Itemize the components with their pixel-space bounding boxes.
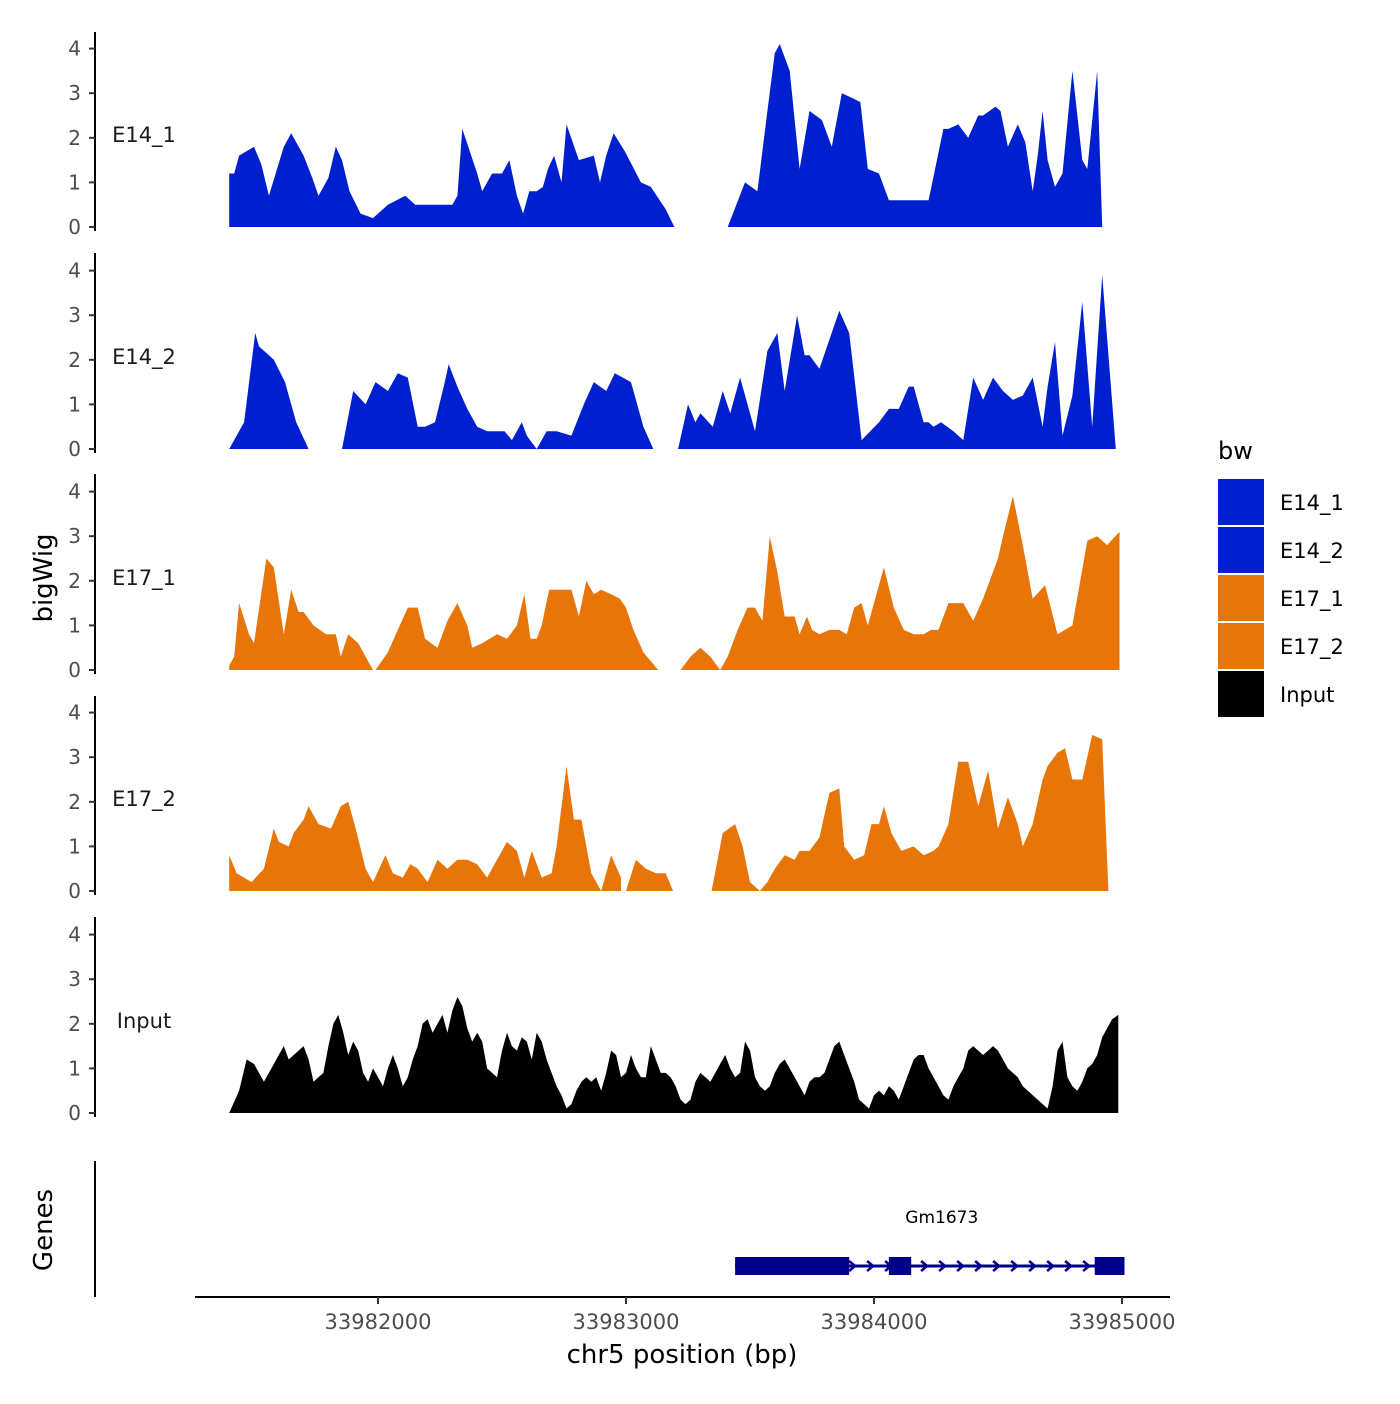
y-tick-label: 3: [68, 303, 81, 327]
y-tick-label: 2: [68, 126, 81, 150]
legend-label: Input: [1280, 683, 1334, 707]
legend-title: bw: [1218, 437, 1253, 465]
x-tick-label: 33983000: [573, 1310, 680, 1334]
y-tick-label: 2: [68, 790, 81, 814]
strand-arrow: [920, 1260, 930, 1272]
x-tick-label: 33984000: [821, 1310, 928, 1334]
strand-arrow: [866, 1260, 876, 1272]
track-label: E17_1: [112, 566, 176, 591]
y-tick-label: 4: [68, 701, 81, 725]
track-input: 0 1 2 3 4 Input: [68, 917, 1119, 1125]
y-tick-label: 2: [68, 1012, 81, 1036]
y-tick-label: 2: [68, 348, 81, 372]
coverage-area-e14-1: [727, 44, 1120, 227]
legend-swatch: [1218, 527, 1264, 573]
y-tick-label: 4: [68, 480, 81, 504]
strand-arrow: [848, 1260, 858, 1272]
coverage-area-e17-2: [229, 766, 621, 891]
legend-label: E17_2: [1280, 635, 1344, 660]
x-axis-label: chr5 position (bp): [567, 1340, 798, 1370]
y-tick-label: 1: [68, 1056, 81, 1080]
legend-swatch: [1218, 479, 1264, 525]
gene-exon: [888, 1257, 912, 1275]
coverage-area-e14-2: [678, 275, 1119, 449]
legend-swatch: [1218, 623, 1264, 669]
track-e14-2: 0 1 2 3 4 E14_2: [68, 253, 1119, 461]
coverage-area-input: [229, 997, 1119, 1113]
y-tick-label: 3: [68, 745, 81, 769]
y-tick-label: 0: [68, 879, 81, 903]
coverage-area-e14-1: [229, 124, 675, 227]
track-e17-1: 0 1 2 3 4 E17_1: [68, 474, 1120, 682]
gene-exon: [735, 1257, 850, 1275]
y-tick-label: 0: [68, 658, 81, 682]
coverage-tracks: 0 1 2 3 4 E14_1 0 1 2 3 4 E14_2 0 1 2 3 4 E17_1 0 1 2 3 4 E17_2…: [68, 32, 1127, 1125]
y-tick-label: 3: [68, 81, 81, 105]
legend-label: E14_1: [1280, 491, 1344, 516]
y-tick-label: 3: [68, 524, 81, 548]
y-tick-label: 3: [68, 967, 81, 991]
y-axis-label: bigWig: [29, 533, 59, 622]
track-label: Input: [117, 1009, 171, 1033]
legend-swatch: [1218, 671, 1264, 717]
strand-arrow: [938, 1260, 948, 1272]
genes-axis-label: Genes: [29, 1189, 59, 1271]
coverage-area-e17-1: [680, 496, 1120, 670]
coverage-area-e14-2: [229, 333, 309, 449]
y-tick-label: 4: [68, 923, 81, 947]
track-label: E17_2: [112, 787, 176, 812]
strand-arrow: [1082, 1260, 1092, 1272]
y-tick-label: 4: [68, 259, 81, 283]
x-tick-label: 33985000: [1069, 1310, 1176, 1334]
x-axis: 33982000 33983000 33984000 33985000: [195, 1296, 1176, 1334]
y-tick-label: 0: [68, 437, 81, 461]
y-tick-label: 4: [68, 37, 81, 61]
gene-label: Gm1673: [905, 1208, 978, 1228]
legend-label: E17_1: [1280, 587, 1344, 612]
strand-arrow: [1064, 1260, 1074, 1272]
legend-swatch: [1218, 575, 1264, 621]
strand-arrow: [1046, 1260, 1056, 1272]
strand-arrow: [992, 1260, 1002, 1272]
track-label: E14_2: [112, 345, 176, 370]
y-tick-label: 0: [68, 1101, 81, 1125]
y-tick-label: 0: [68, 215, 81, 239]
y-tick-label: 1: [68, 613, 81, 637]
gene-track: Gm1673: [94, 1161, 1125, 1297]
legend-label: E14_2: [1280, 539, 1344, 564]
legend: bw E14_1 E14_2 E17_1 E17_2 Input: [1218, 437, 1344, 717]
y-tick-label: 1: [68, 170, 81, 194]
track-e14-1: 0 1 2 3 4 E14_1: [68, 32, 1120, 239]
y-tick-label: 1: [68, 834, 81, 858]
strand-arrow: [1028, 1260, 1038, 1272]
strand-arrow: [956, 1260, 966, 1272]
y-tick-label: 2: [68, 569, 81, 593]
track-label: E14_1: [112, 123, 176, 148]
coverage-area-e17-2: [711, 734, 1127, 891]
track-e17-2: 0 1 2 3 4 E17_2: [68, 696, 1127, 903]
gene-gm1673: Gm1673: [735, 1208, 1125, 1275]
coverage-area-e17-1: [375, 580, 659, 670]
x-tick-label: 33982000: [325, 1310, 432, 1334]
coverage-area-e17-1: [229, 558, 373, 670]
strand-arrow: [974, 1260, 984, 1272]
y-tick-label: 1: [68, 392, 81, 416]
strand-arrow: [1010, 1260, 1020, 1272]
gene-exon: [1094, 1257, 1125, 1275]
coverage-area-e17-2: [626, 859, 674, 891]
coverage-area-e14-2: [342, 364, 654, 449]
